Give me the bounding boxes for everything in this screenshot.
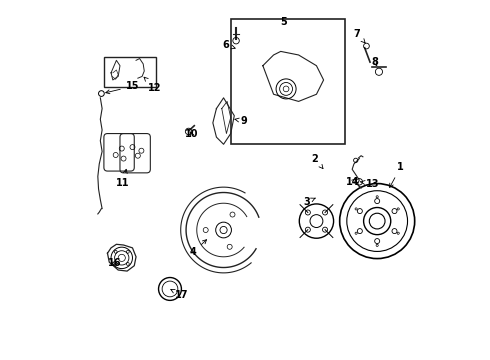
Text: 13: 13 bbox=[361, 179, 380, 189]
Text: 15: 15 bbox=[106, 81, 139, 94]
Text: 12: 12 bbox=[144, 77, 162, 93]
Bar bbox=[104, 57, 156, 87]
Text: 3: 3 bbox=[303, 197, 315, 207]
Text: 10: 10 bbox=[185, 129, 198, 139]
Text: 2: 2 bbox=[311, 154, 323, 168]
Text: 17: 17 bbox=[171, 289, 188, 300]
Bar bbox=[231, 19, 345, 144]
Text: 6: 6 bbox=[222, 40, 235, 50]
Text: 9: 9 bbox=[235, 116, 247, 126]
Text: 1: 1 bbox=[390, 162, 404, 188]
Text: 14: 14 bbox=[346, 177, 360, 187]
Text: 16: 16 bbox=[108, 258, 122, 268]
Text: 5: 5 bbox=[280, 17, 287, 27]
Text: 4: 4 bbox=[190, 240, 207, 257]
Text: 7: 7 bbox=[353, 28, 365, 43]
Text: 8: 8 bbox=[371, 57, 378, 67]
Text: 11: 11 bbox=[116, 169, 129, 188]
